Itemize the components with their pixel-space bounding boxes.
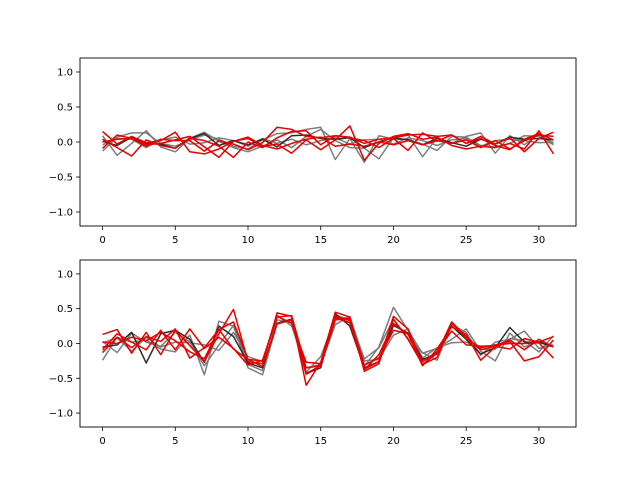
series-line-8 [102, 134, 554, 159]
x-tick-label: 30 [533, 436, 546, 447]
x-tick-label: 15 [314, 235, 327, 246]
x-tick-label: 25 [460, 436, 473, 447]
x-tick-label: 20 [387, 436, 400, 447]
x-tick-label: 5 [172, 235, 178, 246]
y-tick-label: −0.5 [49, 173, 73, 184]
series-line-7 [102, 130, 554, 159]
y-tick-label: 0.5 [57, 304, 73, 315]
x-tick-label: 25 [460, 235, 473, 246]
series-line-5 [102, 126, 554, 152]
y-tick-label: 1.0 [57, 269, 73, 280]
y-tick-label: 0.0 [57, 339, 73, 350]
x-tick-label: 10 [242, 235, 255, 246]
x-tick-label: 0 [99, 235, 105, 246]
y-tick-label: −1.0 [49, 208, 73, 219]
x-tick-label: 5 [172, 436, 178, 447]
x-tick-label: 20 [387, 235, 400, 246]
y-tick-label: −0.5 [49, 374, 73, 385]
series-line-2 [101, 128, 554, 160]
y-tick-label: 0.5 [57, 103, 73, 114]
y-tick-label: 1.0 [57, 68, 73, 79]
series-line-8 [102, 314, 554, 371]
x-tick-label: 15 [314, 436, 327, 447]
subplot-1: 0 5 10 15 20 25 30 −1.0 −0.5 0.0 0.5 1.0 [49, 57, 577, 246]
x-tick-label: 30 [533, 235, 546, 246]
y-tick-label: −1.0 [49, 409, 73, 420]
y-tick-label: 0.0 [57, 138, 73, 149]
x-tick-label: 10 [242, 436, 255, 447]
subplot-2: 0 5 10 15 20 25 30 −1.0 −0.5 0.0 0.5 1.0 [49, 259, 577, 447]
x-tick-label: 0 [99, 436, 105, 447]
